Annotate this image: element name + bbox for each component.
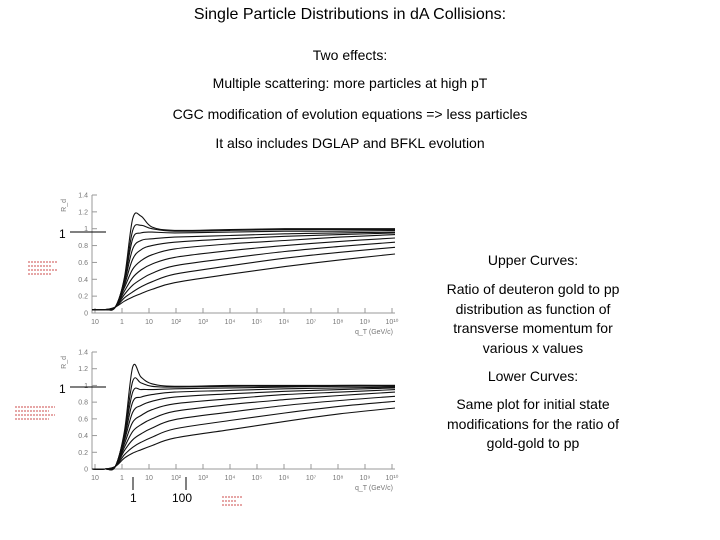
x-tick-label: 10⁹ [360, 319, 371, 326]
y-tick-label: 0.8 [78, 243, 88, 250]
x-tick-label: 10 [145, 319, 153, 326]
y-tick-label: 0.2 [78, 450, 88, 457]
series-line-7 [92, 238, 395, 310]
y-tick-label: 0.4 [78, 277, 88, 284]
lower-curves-heading: Lower Curves: [430, 367, 636, 387]
chart-panel-1: 0 0.2 0.4 0.6 0.8 1 1.2 1.4 10 1 10 10² 10³ 10⁴ 10⁵ 10⁶… [61, 193, 399, 337]
y-tick-label: 0.6 [78, 260, 88, 267]
x-tick-label: 10⁴ [225, 319, 236, 326]
y-tick-label: 0 [84, 467, 88, 474]
series-line-9 [92, 401, 395, 469]
lower-curves-text: Same plot for initial state modification… [430, 395, 636, 454]
x-tick-label: 10¹⁰ [386, 318, 399, 326]
x-tick-label: 10 [91, 319, 99, 326]
x-tick-label: 10⁷ [306, 319, 317, 326]
upper-curves-heading: Upper Curves: [430, 251, 636, 271]
series-line-4 [92, 232, 395, 310]
x-tick-label: 10² [171, 319, 182, 326]
x-tick-label: 10⁴ [225, 475, 236, 482]
x-axis-label: q_T (GeV/c) [355, 329, 393, 336]
marker-one-upper: 1 [59, 227, 66, 241]
y-axis-label: R_d [61, 199, 68, 212]
x-tick-label: 10 [91, 475, 99, 482]
x-axis-label: q_T (GeV/c) [355, 485, 393, 492]
series-line-5 [92, 233, 395, 310]
upper-curves-text: Ratio of deuteron gold to pp distributio… [430, 280, 636, 358]
annotation-scribble-lower [15, 407, 55, 419]
y-tick-label: 0 [84, 311, 88, 318]
x-tick-label: 1 [120, 475, 124, 482]
x-tick-label: 10⁸ [333, 319, 344, 326]
series-line-7 [92, 392, 395, 469]
y-tick-label: 0.8 [78, 400, 88, 407]
annotation-scribble-upper [28, 262, 58, 274]
x-tick-label: 1 [120, 319, 124, 326]
chart-panel-2: 0 0.2 0.4 0.6 0.8 1 1.2 1.4 10 1 10 10² 10³ 10⁴ 10⁵ 10⁶… [61, 350, 399, 493]
y-tick-label: 1.4 [78, 193, 88, 200]
x-tick-label: 10 [145, 475, 153, 482]
y-tick-label: 0.6 [78, 416, 88, 423]
annotation-scribble-bottom [222, 497, 242, 505]
x-tick-label: 10⁹ [360, 475, 371, 482]
x-tick-label: 10⁵ [252, 319, 263, 326]
marker-x-one: 1 [130, 491, 137, 505]
y-tick-label: 0.2 [78, 294, 88, 301]
y-tick-label: 1 [84, 383, 88, 390]
y-tick-label: 0.4 [78, 433, 88, 440]
x-tick-label: 10⁷ [306, 475, 317, 482]
x-tick-label: 10⁸ [333, 475, 344, 482]
series-line-2 [92, 225, 395, 311]
x-tick-label: 10⁶ [279, 475, 290, 482]
y-tick-label: 1.2 [78, 366, 88, 373]
x-tick-label: 10² [171, 475, 182, 482]
x-tick-label: 10³ [198, 475, 209, 482]
y-tick-label: 1.4 [78, 350, 88, 357]
x-tick-label: 10⁵ [252, 475, 263, 482]
y-axis-label: R_d [61, 356, 68, 369]
marker-one-lower: 1 [59, 382, 66, 396]
x-tick-label: 10⁶ [279, 319, 290, 326]
marker-x-hundred: 100 [172, 491, 192, 505]
x-tick-label: 10³ [198, 319, 209, 326]
series-line-6 [92, 390, 395, 470]
y-tick-label: 1.2 [78, 209, 88, 216]
x-tick-label: 10¹⁰ [386, 474, 399, 482]
